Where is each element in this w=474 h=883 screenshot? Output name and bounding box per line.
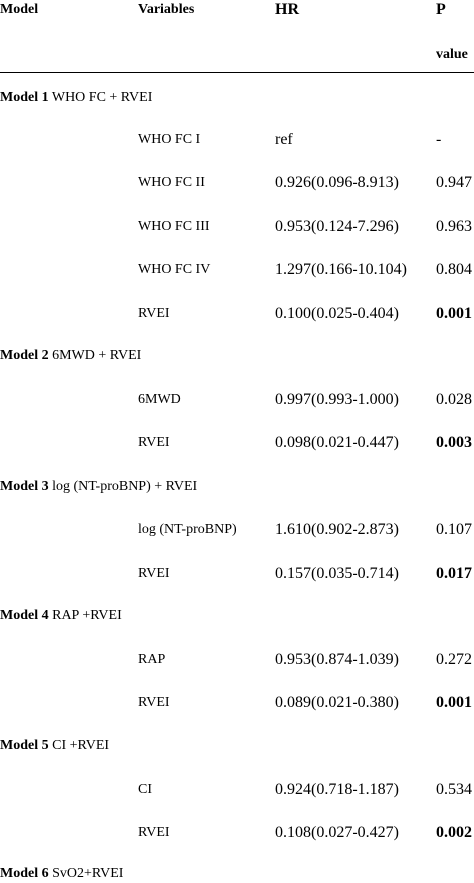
hr-cell: 0.997(0.993-1.000) bbox=[275, 391, 399, 408]
model-label: Model 4 RAP +RVEI bbox=[0, 608, 122, 623]
p-cell: 0.003 bbox=[436, 434, 472, 451]
header-value: value bbox=[436, 47, 468, 62]
hr-cell: 0.157(0.035-0.714) bbox=[275, 565, 399, 582]
header-p: P bbox=[436, 1, 446, 18]
p-cell: 0.534 bbox=[436, 781, 472, 798]
model-label: Model 6 SvO2+RVEI bbox=[0, 866, 124, 881]
hr-cell: ref bbox=[275, 131, 293, 148]
variable-cell: WHO FC I bbox=[138, 132, 201, 147]
hr-cell: 0.953(0.874-1.039) bbox=[275, 651, 399, 668]
p-cell: 0.001 bbox=[436, 694, 472, 711]
variable-cell: log (NT-proBNP) bbox=[138, 522, 237, 537]
header-variables: Variables bbox=[138, 2, 195, 17]
model-label: Model 3 log (NT-proBNP) + RVEI bbox=[0, 479, 198, 494]
p-cell: 0.947 bbox=[436, 174, 472, 191]
variable-cell: RVEI bbox=[138, 306, 170, 321]
variable-cell: WHO FC IV bbox=[138, 262, 211, 277]
variable-cell: 6MWD bbox=[138, 392, 181, 407]
hr-cell: 0.924(0.718-1.187) bbox=[275, 781, 399, 798]
header-model: Model bbox=[0, 2, 39, 17]
p-cell: 0.017 bbox=[436, 565, 472, 582]
p-cell: 0.272 bbox=[436, 651, 472, 668]
header-hr: HR bbox=[275, 1, 299, 18]
p-cell: 0.804 bbox=[436, 261, 472, 278]
variable-cell: RAP bbox=[138, 652, 166, 667]
variable-cell: CI bbox=[138, 782, 152, 797]
header-rule bbox=[0, 72, 474, 73]
model-label: Model 5 CI +RVEI bbox=[0, 738, 110, 753]
hr-cell: 0.089(0.021-0.380) bbox=[275, 694, 399, 711]
p-cell: 0.002 bbox=[436, 824, 472, 841]
p-cell: 0.107 bbox=[436, 521, 472, 538]
hr-cell: 0.108(0.027-0.427) bbox=[275, 824, 399, 841]
model-label: Model 2 6MWD + RVEI bbox=[0, 348, 142, 363]
hr-cell: 0.926(0.096-8.913) bbox=[275, 174, 399, 191]
variable-cell: RVEI bbox=[138, 435, 170, 450]
hr-cell: 1.297(0.166-10.104) bbox=[275, 261, 407, 278]
variable-cell: RVEI bbox=[138, 566, 170, 581]
hr-cell: 0.100(0.025-0.404) bbox=[275, 305, 399, 322]
variable-cell: RVEI bbox=[138, 825, 170, 840]
variable-cell: RVEI bbox=[138, 695, 170, 710]
hr-cell: 0.098(0.021-0.447) bbox=[275, 434, 399, 451]
p-cell: 0.028 bbox=[436, 391, 472, 408]
variable-cell: WHO FC III bbox=[138, 219, 210, 234]
variable-cell: WHO FC II bbox=[138, 175, 205, 190]
p-cell: 0.001 bbox=[436, 305, 472, 322]
hr-cell: 0.953(0.124-7.296) bbox=[275, 218, 399, 235]
p-cell: 0.963 bbox=[436, 218, 472, 235]
hr-cell: 1.610(0.902-2.873) bbox=[275, 521, 399, 538]
model-label: Model 1 WHO FC + RVEI bbox=[0, 90, 153, 105]
p-cell: - bbox=[436, 131, 442, 148]
